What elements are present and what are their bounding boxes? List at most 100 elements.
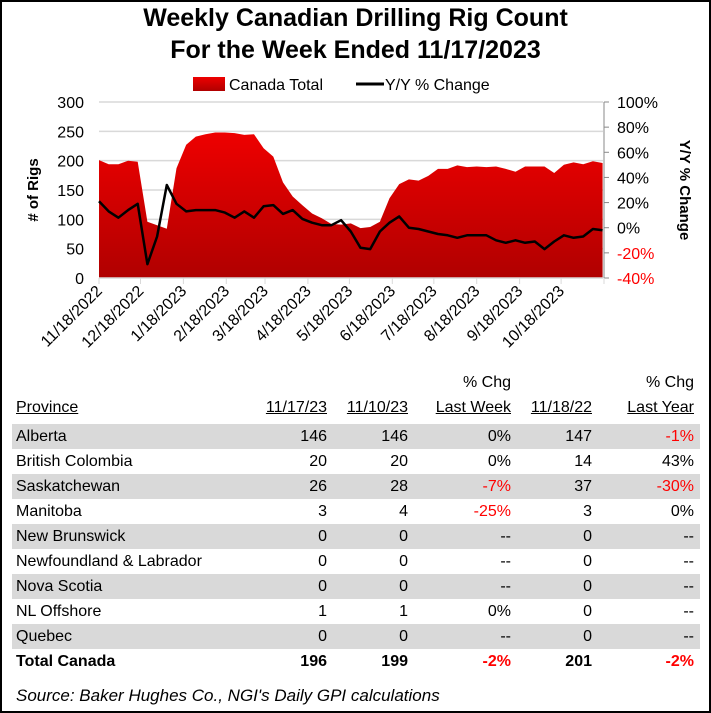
cell-province: New Brunswick (16, 528, 126, 545)
chart-subtitle: For the Week Ended 11/17/2023 (170, 36, 541, 64)
cell-current: 20 (309, 453, 327, 470)
cell-province: Manitoba (16, 503, 82, 520)
y2-tick-label: 40% (617, 170, 649, 187)
y2-tick-label: -40% (617, 271, 654, 288)
cell-prior-year: 201 (565, 653, 592, 670)
header-chg-week-line2: Last Week (436, 399, 511, 417)
cell-prior-week: 20 (390, 453, 408, 470)
table-row: Newfoundland & Labrador 0 0 -- 0 -- (12, 549, 700, 574)
table-row: Alberta 146 146 0% 147 -1% (12, 424, 700, 449)
header-chg-year-line2: Last Year (627, 399, 694, 417)
cell-current: 26 (309, 478, 327, 495)
y-tick-label: 300 (57, 95, 84, 112)
legend-label-canada-total: Canada Total (229, 77, 323, 94)
legend-swatch-canada-total (193, 77, 225, 91)
header-chg-week-line1: % Chg (462, 374, 511, 391)
header-chg-year-text: Last Year (627, 399, 694, 416)
table-row: Manitoba 3 4 -25% 3 0% (12, 499, 700, 524)
chart-svg: Canada Total Y/Y % Change 300 250 200 150 10… (25, 77, 693, 351)
cell-prior-week: 199 (381, 653, 408, 670)
header-current-text: 11/17/23 (265, 399, 327, 416)
cell-chg-week: -25% (473, 503, 511, 520)
y2-tick-label: 80% (617, 120, 649, 137)
header-current: 11/17/23 (266, 399, 327, 417)
cell-chg-year: -- (683, 553, 694, 570)
legend-label-yy-change: Y/Y % Change (385, 77, 490, 94)
y-tick-label: 250 (57, 124, 84, 141)
cell-chg-week: -7% (482, 478, 511, 495)
y2-tick-label: 0% (617, 221, 640, 238)
cell-prior-year: 147 (565, 428, 592, 445)
y-tick-label: 150 (57, 183, 84, 200)
cell-chg-week: 0% (487, 603, 511, 620)
cell-chg-week: 0% (487, 453, 511, 470)
cell-prior-week: 0 (399, 578, 408, 595)
y-tick-label: 100 (57, 212, 84, 229)
cell-chg-week: -- (500, 578, 511, 595)
cell-current: 0 (318, 628, 327, 645)
header-prior-year: 11/18/22 (531, 399, 592, 417)
y2-tick-label: -20% (617, 246, 654, 263)
cell-prior-year: 0 (583, 528, 592, 545)
cell-current: 1 (318, 603, 327, 620)
cell-prior-year: 0 (583, 603, 592, 620)
cell-chg-year: -- (683, 528, 694, 545)
cell-chg-year: 43% (661, 453, 694, 470)
y-tick-label: 50 (66, 242, 84, 259)
cell-current: 3 (318, 503, 327, 520)
cell-province: British Colombia (16, 453, 133, 470)
table-row: Nova Scotia 0 0 -- 0 -- (12, 574, 700, 599)
cell-chg-week: 0% (487, 428, 511, 445)
cell-prior-year: 0 (583, 628, 592, 645)
cell-prior-week: 28 (390, 478, 408, 495)
table-row: NL Offshore 1 1 0% 0 -- (12, 599, 700, 624)
cell-prior-week: 0 (399, 553, 408, 570)
cell-chg-year: -2% (665, 653, 694, 670)
cell-current: 146 (300, 428, 327, 445)
cell-chg-year: -1% (665, 428, 694, 445)
cell-prior-year: 14 (574, 453, 592, 470)
y2-tick-label: 20% (617, 196, 649, 213)
yy-change-line (98, 183, 603, 266)
table-row: Saskatchewan 26 28 -7% 37 -30% (12, 474, 700, 499)
cell-chg-year: -- (683, 603, 694, 620)
cell-prior-week: 0 (399, 528, 408, 545)
cell-current: 0 (318, 553, 327, 570)
header-chg-week-text: Last Week (435, 399, 511, 416)
cell-current: 0 (318, 528, 327, 545)
legend: Canada Total Y/Y % Change (193, 77, 490, 94)
header-province: Province (16, 399, 78, 417)
cell-prior-week: 1 (399, 603, 408, 620)
cell-chg-week: -- (500, 553, 511, 570)
cell-province: Newfoundland & Labrador (16, 553, 202, 570)
y2-tick-label: 100% (617, 95, 658, 112)
cell-chg-week: -- (500, 628, 511, 645)
header-chg-year-line1: % Chg (645, 374, 694, 391)
cell-current: 196 (300, 653, 327, 670)
cell-chg-week: -- (500, 528, 511, 545)
cell-province: Saskatchewan (16, 478, 121, 495)
y2-tick-label: 60% (617, 145, 649, 162)
table-total-row: Total Canada 196 199 -2% 201 -2% (12, 649, 700, 674)
canada-total-area (99, 132, 603, 278)
y-tick-label: 200 (57, 154, 84, 171)
cell-prior-week: 0 (399, 628, 408, 645)
cell-prior-year: 37 (574, 478, 592, 495)
cell-current: 0 (318, 578, 327, 595)
table-row: Quebec 0 0 -- 0 -- (12, 624, 700, 649)
cell-chg-year: -- (683, 578, 694, 595)
cell-prior-year: 0 (583, 578, 592, 595)
header-prior-week: 11/10/23 (347, 399, 408, 417)
cell-province: Total Canada (16, 653, 116, 670)
cell-province: Quebec (16, 628, 73, 645)
cell-chg-year: 0% (670, 503, 694, 520)
cell-chg-week: -2% (482, 653, 511, 670)
cell-province: Alberta (16, 428, 67, 445)
cell-chg-year: -- (683, 628, 694, 645)
table-row: New Brunswick 0 0 -- 0 -- (12, 524, 700, 549)
source-note: Source: Baker Hughes Co., NGI's Daily GP… (16, 686, 440, 705)
y2-axis-label: Y/Y % Change (676, 140, 693, 241)
y-tick-label: 0 (75, 271, 84, 288)
cell-prior-week: 4 (399, 503, 408, 520)
